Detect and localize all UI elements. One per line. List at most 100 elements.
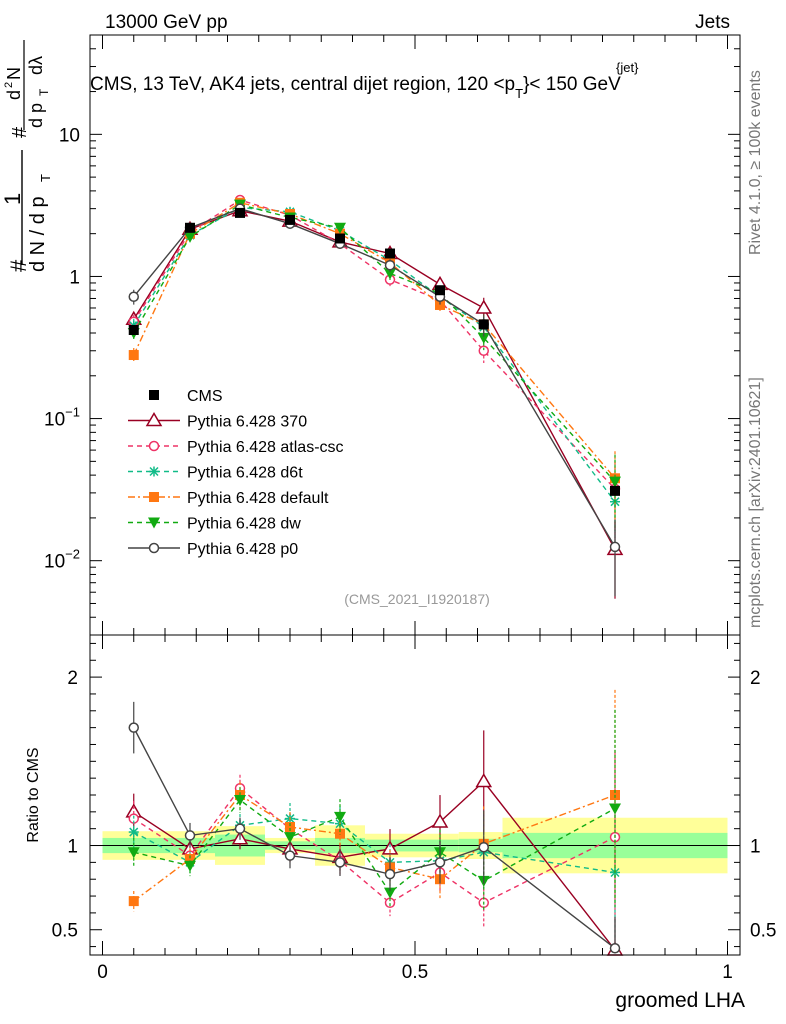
- ylabel-hash-1: #: [6, 259, 31, 272]
- ratio-point: [334, 857, 346, 868]
- chart-title-end: }< 150 GeV: [523, 74, 621, 95]
- legend-label: Pythia 6.428 p0: [187, 541, 298, 558]
- legend-marker: [149, 466, 159, 477]
- series-line: [133, 206, 616, 503]
- legend-marker: [148, 542, 160, 554]
- ratio-plot-frame: [89, 634, 741, 956]
- xlabel: groomed LHA: [615, 989, 745, 1012]
- ratio-point: [434, 857, 446, 868]
- ratio-ytick-label-right: 2: [750, 668, 761, 689]
- cms-data-point: [610, 485, 620, 496]
- ratio-point: [184, 860, 196, 872]
- cms-data-point: [128, 324, 139, 335]
- ratio-ticks: [90, 635, 740, 955]
- ratio-point: [128, 896, 139, 907]
- legend-label: Pythia 6.428 atlas-csc: [187, 439, 344, 456]
- ratio-point: [284, 832, 296, 844]
- cms-data-point: [385, 248, 395, 259]
- ratio-ytick-label: 0.5: [52, 921, 78, 942]
- legend: CMS Pythia 6.428 370 Pythia 6.428 atlas-cs…: [128, 388, 344, 558]
- ratio-point: [381, 840, 399, 855]
- chart-title-main: CMS, 13 TeV, AK4 jets, central dijet reg…: [90, 74, 515, 95]
- ratio-point: [127, 847, 140, 859]
- legend-label: Pythia 6.428 dw: [187, 516, 301, 533]
- ratio-point: [234, 795, 246, 807]
- cms-data-point: [185, 222, 195, 233]
- cms-data-point: [435, 285, 445, 296]
- main-ytick-base: 10: [59, 125, 80, 146]
- legend-marker: [149, 492, 159, 502]
- main-ytick-exp: −2: [65, 547, 80, 562]
- ratio-point: [185, 854, 195, 864]
- ratio-ytick-label: 2: [67, 668, 78, 689]
- ylabel-d2N: d: [4, 90, 24, 100]
- cms-data-point: [235, 207, 245, 218]
- main-ytick-base: 1: [69, 267, 80, 288]
- legend-label: Pythia 6.428 d6t: [187, 465, 303, 482]
- legend-entry: Pythia 6.428 dw: [128, 516, 301, 533]
- main-series: [125, 194, 624, 599]
- main-ytick-label: 10−1: [44, 405, 80, 431]
- series-line: [133, 199, 616, 490]
- series-line: [133, 202, 616, 479]
- data-point: [128, 350, 139, 361]
- chart-title-sub: T: [515, 86, 523, 101]
- ratio-series-pythia-6.428-dw: [127, 709, 621, 911]
- ratio-series-pythia-6.428-p0: [128, 701, 621, 954]
- legend-marker: [145, 412, 163, 427]
- ratio-series-pythia-6.428-default: [128, 689, 620, 912]
- data-point: [609, 541, 621, 553]
- ratio-point: [128, 722, 139, 733]
- ylabel-N: N: [4, 67, 24, 80]
- ylabel-one: 1: [0, 193, 25, 205]
- legend-marker: [148, 440, 160, 452]
- main-ylabel: # 1 d N / d p T # d 2 N d p T dλ: [0, 40, 53, 272]
- data-point: [334, 222, 346, 234]
- ylabel-hash-2: #: [9, 126, 31, 138]
- main-series-cms: [128, 207, 620, 496]
- xtick-label: 0.5: [402, 962, 428, 983]
- legend-entry: Pythia 6.428 d6t: [128, 465, 303, 482]
- legend-label: Pythia 6.428 default: [187, 490, 329, 507]
- ratio-point: [334, 811, 346, 823]
- ratio-series: [125, 689, 624, 956]
- legend-entry: Pythia 6.428 p0: [128, 541, 298, 558]
- source-label: mcplots.cern.ch [arXiv:2401.10621]: [747, 377, 764, 628]
- ratio-point: [335, 828, 345, 839]
- data-point: [477, 332, 490, 344]
- ylabel-dpT: d p: [26, 103, 46, 128]
- ratio-ylabel: Ratio to CMS: [25, 747, 42, 842]
- ratio-point: [284, 850, 296, 861]
- data-point: [128, 291, 139, 302]
- data-point: [384, 259, 396, 271]
- ylabel-dlam: dλ: [26, 56, 46, 75]
- data-point: [184, 231, 196, 243]
- legend-marker: [148, 517, 160, 529]
- ratio-point: [609, 803, 621, 815]
- chart-title: CMS, 13 TeV, AK4 jets, central dijet reg…: [90, 74, 621, 101]
- ratio-point: [234, 823, 246, 834]
- ratio-point: [431, 813, 449, 828]
- ylabel-T-2: T: [37, 88, 51, 96]
- main-ytick-base: 10: [44, 552, 65, 573]
- main-ytick-exp: −1: [65, 405, 80, 420]
- ratio-point: [184, 830, 196, 841]
- ylabel-dN: d N / d p: [27, 196, 49, 272]
- ratio-point: [478, 841, 489, 853]
- cms-data-point: [478, 319, 489, 330]
- legend-entry: Pythia 6.428 370: [128, 412, 307, 431]
- ratio-point: [128, 827, 139, 838]
- ratio-ytick-label-right: 1: [750, 837, 761, 858]
- main-series-pythia-6.428-atlas-csc: [128, 194, 621, 539]
- main-ytick-base: 10: [44, 410, 65, 431]
- data-point: [475, 299, 493, 314]
- legend-label: CMS: [187, 388, 223, 405]
- ylabel-T-1: T: [38, 174, 53, 182]
- ratio-point: [384, 868, 396, 880]
- main-ticks: [90, 34, 740, 636]
- ratio-point: [609, 943, 621, 954]
- legend-entry: Pythia 6.428 default: [128, 490, 329, 507]
- legend-entry: Pythia 6.428 atlas-csc: [128, 439, 344, 456]
